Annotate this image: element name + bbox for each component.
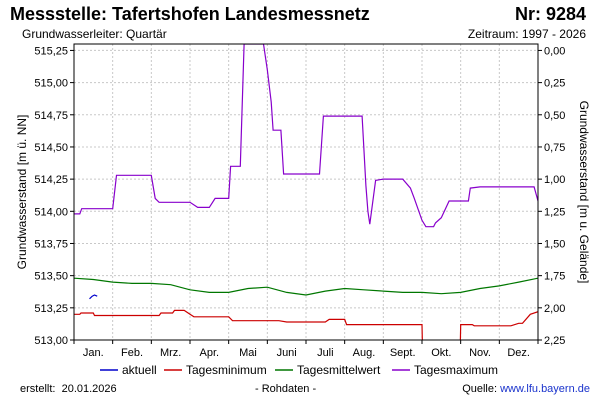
y-tick-label-right-4: 1,00: [544, 174, 565, 186]
y-tick-label-left-6: 513,75: [34, 238, 68, 250]
station-number: Nr: 9284: [514, 4, 586, 24]
y-tick-label-right-2: 0,50: [544, 110, 565, 122]
y-tick-label-right-1: 0,25: [544, 78, 565, 90]
y-tick-label-left-1: 515,00: [34, 78, 68, 90]
raw-data-note: - Rohdaten -: [255, 383, 317, 395]
created-label: erstellt:: [20, 383, 56, 395]
period-label: Zeitraum: 1997 - 2026: [467, 27, 586, 41]
month-label-6: Juli: [317, 347, 334, 359]
y-tick-label-left-2: 514,75: [34, 110, 68, 122]
y-tick-label-right-6: 1,50: [544, 238, 565, 250]
y-tick-label-left-0: 515,25: [34, 45, 68, 57]
month-label-0: Jan.: [83, 347, 104, 359]
month-label-9: Okt.: [431, 347, 451, 359]
y-tick-label-right-3: 0,75: [544, 142, 565, 154]
series-line-aktuell: [89, 294, 98, 300]
month-label-8: Sept.: [390, 347, 416, 359]
created-info: erstellt: 20.01.2026: [20, 383, 117, 395]
y-tick-label-left-3: 514,50: [34, 142, 68, 154]
y-axis-title-right: Grundwasserstand [m u. Gelände]: [577, 101, 591, 284]
y-tick-label-left-7: 513,50: [34, 271, 68, 283]
month-label-2: Mrz.: [160, 347, 181, 359]
y-tick-label-right-9: 2,25: [544, 335, 565, 347]
series-line-mean: [74, 277, 538, 296]
legend-label-max: Tagesmaximum: [414, 363, 498, 377]
aquifer-label: Grundwasserleiter: Quartär: [22, 27, 167, 41]
created-date: 20.01.2026: [61, 383, 117, 395]
month-label-10: Nov.: [469, 347, 491, 359]
source-info: Quelle: www.lfu.bayern.de: [462, 383, 590, 395]
chart-title: Messstelle: Tafertshofen Landesmessnetz: [10, 4, 370, 24]
legend-label-aktuell: aktuell: [122, 363, 157, 377]
series-line-max: [74, 44, 538, 228]
y-tick-label-left-9: 513,00: [34, 335, 68, 347]
month-label-5: Juni: [277, 347, 297, 359]
y-tick-label-left-4: 514,25: [34, 174, 68, 186]
source-link[interactable]: www.lfu.bayern.de: [500, 383, 590, 395]
y-axis-title-left: Grundwasserstand [m ü. NN]: [15, 115, 29, 270]
series-line-min: [74, 309, 538, 340]
month-label-11: Dez.: [507, 347, 530, 359]
y-tick-label-left-8: 513,25: [34, 303, 68, 315]
y-tick-label-left-5: 514,00: [34, 206, 68, 218]
source-label: Quelle:: [462, 383, 498, 395]
month-label-3: Apr.: [200, 347, 220, 359]
month-label-1: Feb.: [121, 347, 143, 359]
legend-label-min: Tagesminimum: [186, 363, 267, 377]
y-tick-label-right-5: 1,25: [544, 206, 565, 218]
month-label-4: Mai: [239, 347, 257, 359]
y-tick-label-right-7: 1,75: [544, 271, 565, 283]
month-label-7: Aug.: [353, 347, 376, 359]
y-tick-label-right-8: 2,00: [544, 303, 565, 315]
y-tick-label-right-0: 0,00: [544, 45, 565, 57]
legend-label-mean: Tagesmittelwert: [297, 363, 381, 377]
